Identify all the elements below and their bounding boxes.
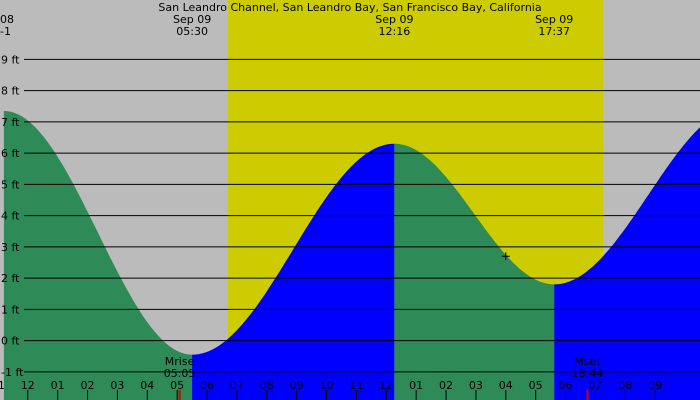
y-tick-label: 3 ft (1, 241, 20, 254)
x-tick-label: 07 (588, 379, 602, 392)
moon-event-name: Mset (574, 355, 601, 368)
extreme-time-label: 12:16 (379, 25, 411, 38)
x-tick-label: 03 (469, 379, 483, 392)
current-time-marker (501, 252, 510, 261)
moon-event-time: 05:05 (164, 367, 196, 380)
extreme-date-label: Sep 09 (173, 13, 211, 26)
x-tick-label: 05 (170, 379, 184, 392)
moon-event-time: 18:44 (572, 367, 604, 380)
y-tick-labels: 9 ft 8 ft 7 ft 6 ft 5 ft 4 ft 3 ft 2 ft 1 ft 0 ft… (1, 53, 24, 379)
tide-areas (3, 110, 700, 400)
x-tick-label: 07 (230, 379, 244, 392)
extreme-date-label: 08 (0, 13, 14, 26)
x-tick-label: 10 (320, 379, 334, 392)
extreme-time-label: -1 (0, 25, 11, 38)
x-tick-label: 03 (110, 379, 124, 392)
y-tick-label: 5 ft (1, 178, 20, 191)
x-tick-label: 04 (499, 379, 513, 392)
x-tick-label: 04 (140, 379, 154, 392)
x-tick-label: 02 (81, 379, 95, 392)
x-tick-label: 08 (260, 379, 274, 392)
y-tick-label: 0 ft (1, 335, 20, 348)
extreme-date-label: Sep 09 (375, 13, 413, 26)
x-tick-label: 06 (200, 379, 214, 392)
falling-tide-area (394, 143, 555, 400)
y-tick-label: 1 ft (1, 303, 20, 316)
y-tick-label: 4 ft (1, 210, 20, 223)
x-tick-label: 06 (559, 379, 573, 392)
moon-event-name: Mrise (165, 355, 195, 368)
x-tick-label: 11 (0, 379, 5, 392)
grid-lines (24, 58, 700, 373)
y-tick-label: -1 ft (1, 366, 24, 379)
rising-tide-area (192, 143, 395, 400)
y-tick-label: 8 ft (1, 85, 20, 98)
x-tick-label: 11 (349, 379, 363, 392)
x-tick-label: 01 (409, 379, 423, 392)
x-tick-label: 02 (439, 379, 453, 392)
falling-tide-area (3, 110, 193, 400)
x-tick-label: 12 (21, 379, 35, 392)
y-tick-label: 6 ft (1, 147, 20, 160)
extreme-date-label: Sep 09 (535, 13, 573, 26)
x-tick-label: 12 (379, 379, 393, 392)
x-tick-label: 09 (290, 379, 304, 392)
extreme-time-label: 17:37 (538, 25, 570, 38)
chart-title: San Leandro Channel, San Leandro Bay, Sa… (158, 1, 541, 14)
x-tick-label: 01 (51, 379, 65, 392)
extreme-time-label: 05:30 (176, 25, 208, 38)
x-tick-label: 08 (618, 379, 632, 392)
y-tick-label: 7 ft (1, 116, 20, 129)
x-tick-labels: 11 12 01 02 03 04 05 06 07 08 09 10 11 12 01 02 03 04 05 06… (0, 379, 662, 400)
x-tick-label: 05 (529, 379, 543, 392)
rising-tide-area (554, 127, 700, 400)
y-tick-label: 9 ft (1, 53, 20, 66)
y-tick-label: 2 ft (1, 272, 20, 285)
x-tick-label: 09 (648, 379, 662, 392)
